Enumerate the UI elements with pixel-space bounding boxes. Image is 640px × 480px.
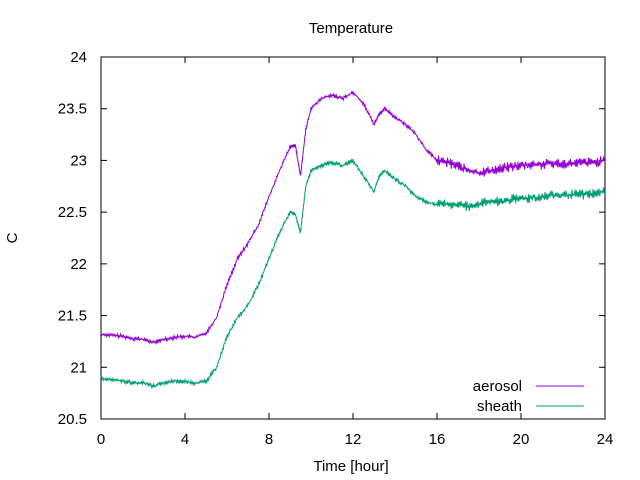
x-tick-label: 0 (97, 431, 105, 448)
x-tick-label: 20 (513, 431, 530, 448)
y-tick-label: 21 (70, 359, 87, 376)
y-tick-label: 22.5 (58, 204, 87, 221)
x-tick-label: 8 (265, 431, 273, 448)
x-tick-label: 12 (345, 431, 362, 448)
x-tick-label: 24 (597, 431, 614, 448)
y-tick-label: 20.5 (58, 411, 87, 428)
plot-frame (100, 56, 606, 420)
legend: aerosol sheath (473, 378, 584, 415)
y-tick-label: 21.5 (58, 308, 87, 325)
y-tick-label: 23.5 (58, 101, 87, 118)
series-line-aerosol (100, 90, 606, 346)
legend-label-aerosol: aerosol (473, 378, 522, 395)
y-tick-label: 22 (70, 256, 87, 273)
y-axis: 20.5 21 21.5 22 22.5 23 23.5 24 (58, 49, 605, 428)
x-tick-label: 16 (429, 431, 446, 448)
series-layer (100, 90, 606, 389)
x-axis: 0 4 8 12 16 20 24 (97, 57, 614, 448)
legend-label-sheath: sheath (477, 398, 522, 415)
x-axis-label: Time [hour] (313, 458, 388, 475)
x-tick-label: 4 (181, 431, 189, 448)
y-tick-label: 23 (70, 152, 87, 169)
y-tick-label: 24 (70, 49, 87, 66)
y-axis-label: C (4, 232, 21, 243)
chart-title: Temperature (309, 20, 393, 37)
series-line-sheath (100, 158, 606, 389)
